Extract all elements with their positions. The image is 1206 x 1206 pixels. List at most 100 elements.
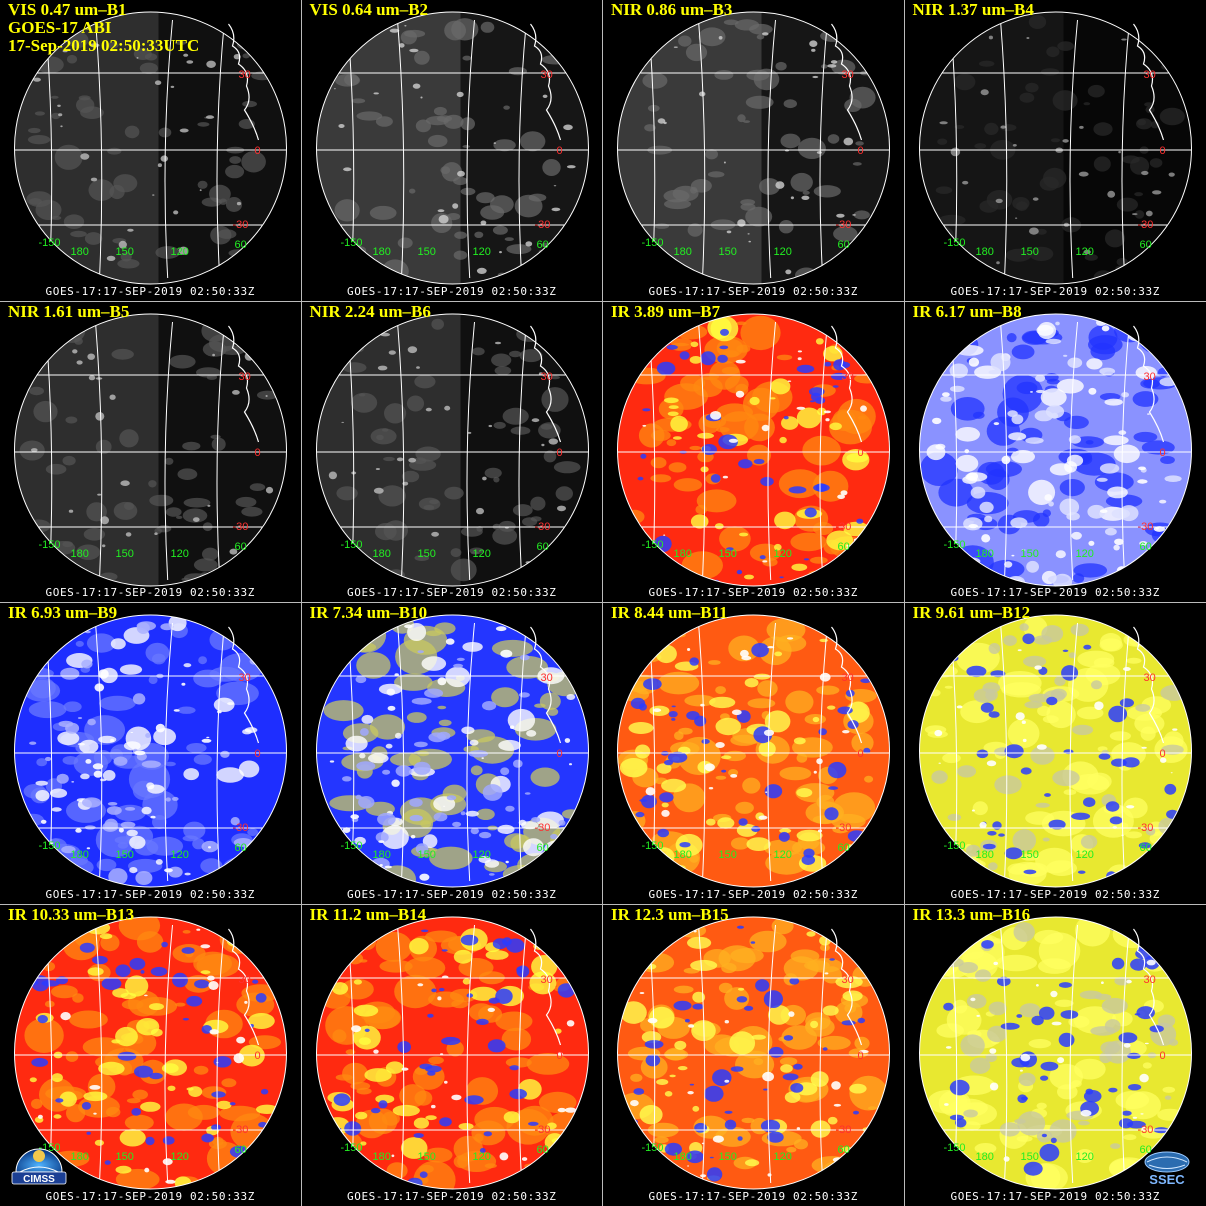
globe-image: 30 0 -30 -150 180 150 120 60	[315, 614, 589, 888]
lon-label: 150	[719, 548, 737, 560]
lon-label: 120	[472, 1151, 490, 1163]
lat-label: 0	[1159, 748, 1165, 760]
globe-image: 30 0 -30 -150 180 150 120 60	[14, 916, 287, 1189]
lon-label: 150	[719, 1151, 737, 1163]
lon-label: 60	[1139, 842, 1151, 854]
tile-footer-timestamp: GOES-17:17-SEP-2019 02:50:33Z	[950, 1190, 1160, 1203]
band-label: IR 12.3 um–B15	[611, 904, 729, 924]
lat-label: 0	[858, 1050, 864, 1062]
globe-image: 30 0 -30 -150 180 150 120 60	[918, 313, 1192, 586]
lat-label: 30	[239, 672, 251, 684]
band-label: IR 3.89 um–B7	[611, 301, 721, 321]
globe-image: 30 0 -30 -150 180 150 120 60	[617, 614, 890, 888]
tile-footer-timestamp: GOES-17:17-SEP-2019 02:50:33Z	[950, 284, 1160, 298]
lat-label: 0	[255, 447, 261, 459]
band-label: IR 13.3 um–B16	[912, 904, 1031, 924]
lon-label: 180	[71, 849, 89, 861]
globe-image: 30 0 -30 -150 180 150 120 60	[918, 916, 1192, 1189]
lat-label: -30	[233, 219, 249, 231]
cimss-logo: CIMSS	[10, 1138, 68, 1186]
lon-label: 180	[71, 548, 89, 560]
lon-label: 60	[235, 541, 247, 553]
lon-label: 180	[674, 1151, 692, 1163]
tile-footer-timestamp: GOES-17:17-SEP-2019 02:50:33Z	[648, 284, 858, 298]
lat-label: 0	[556, 447, 562, 459]
ssec-logo: SSEC	[1138, 1148, 1196, 1188]
band-label: NIR 1.61 um–B5	[8, 301, 130, 321]
lon-label: -150	[642, 237, 664, 249]
lon-label: 150	[1020, 246, 1038, 258]
lon-label: 180	[975, 1151, 993, 1163]
lon-label: -150	[39, 539, 61, 551]
tile-footer-timestamp: GOES-17:17-SEP-2019 02:50:33Z	[347, 887, 557, 901]
globe-image: 30 0 -30 -150 180 150 120 60	[315, 11, 589, 285]
band-tile: 30 0 -30 -150 180 150 120 60 IR 9.61 um–…	[904, 603, 1206, 905]
tile-footer-timestamp: GOES-17:17-SEP-2019 02:50:33Z	[648, 1190, 858, 1203]
lon-label: -150	[943, 840, 965, 852]
tile-footer-timestamp: GOES-17:17-SEP-2019 02:50:33Z	[45, 586, 255, 599]
band-tile: 30 0 -30 -150 180 150 120 60 NIR 0.86 um…	[603, 0, 905, 302]
lon-label: 150	[116, 1151, 134, 1163]
band-tile: 30 0 -30 -150 180 150 120 60 IR 12.3 um–…	[603, 904, 905, 1206]
lat-label: 0	[858, 748, 864, 760]
band-tile: 30 0 -30 -150 180 150 120 60 IR 7.34 um–…	[301, 603, 603, 905]
lon-label: 120	[1075, 548, 1093, 560]
globe-image: 30 0 -30 -150 180 150 120 60	[918, 614, 1192, 888]
lon-label: 150	[719, 246, 737, 258]
globe-image: 30 0 -30 -150 180 150 120 60	[315, 916, 589, 1189]
tile-footer-timestamp: GOES-17:17-SEP-2019 02:50:33Z	[347, 284, 557, 298]
lat-label: 0	[858, 447, 864, 459]
lat-label: 30	[1143, 371, 1155, 383]
band-label: IR 7.34 um–B10	[309, 603, 428, 622]
band-label: IR 6.17 um–B8	[912, 301, 1022, 321]
lon-label: 150	[417, 1151, 435, 1163]
lat-label: 30	[842, 672, 854, 684]
lon-label: 60	[1139, 1144, 1151, 1156]
lon-label: 60	[1139, 541, 1151, 553]
lat-label: -30	[836, 822, 852, 834]
lon-label: -150	[642, 539, 664, 551]
lon-label: 150	[1020, 849, 1038, 861]
globe-image: 30 0 -30 -150 180 150 120 60	[918, 11, 1192, 285]
lon-label: -150	[39, 237, 61, 249]
band-label: IR 11.2 um–B14	[309, 904, 427, 924]
lon-label: 150	[719, 849, 737, 861]
lat-label: 30	[540, 672, 552, 684]
lon-label: 180	[372, 1151, 390, 1163]
lat-label: -30	[1137, 521, 1153, 533]
lat-label: 0	[1159, 145, 1165, 157]
band-tile: 30 0 -30 -150 180 150 120 60 NIR 2.24 um…	[301, 301, 603, 603]
lon-label: 120	[1075, 1151, 1093, 1163]
lon-label: -150	[340, 1142, 362, 1154]
lat-label: 0	[1159, 1050, 1165, 1062]
lon-label: 60	[536, 541, 548, 553]
lon-label: -150	[340, 539, 362, 551]
band-tile: 30 0 -30 -150 180 150 120 60 VIS 0.47 um…	[0, 0, 302, 302]
band-tile: 30 0 -30 -150 180 150 120 60 NIR 1.37 um…	[904, 0, 1206, 302]
lon-label: 150	[1020, 548, 1038, 560]
lon-label: 150	[417, 548, 435, 560]
lat-label: -30	[1137, 219, 1153, 231]
globe-image: 30 0 -30 -150 180 150 120 60	[315, 313, 589, 586]
lat-label: 30	[842, 974, 854, 986]
lon-label: 180	[372, 548, 390, 560]
datetime-label: 17-Sep-2019 02:50:33UTC	[8, 36, 200, 55]
lon-label: 60	[838, 842, 850, 854]
lon-label: 120	[171, 849, 189, 861]
lon-label: 120	[1075, 849, 1093, 861]
lon-label: 60	[536, 842, 548, 854]
lat-label: 0	[255, 1050, 261, 1062]
globe-image: 30 0 -30 -150 180 150 120 60	[617, 11, 890, 285]
globe-image: 30 0 -30 -150 180 150 120 60	[617, 313, 890, 586]
lon-label: 180	[975, 246, 993, 258]
globe-image: 30 0 -30 -150 180 150 120 60	[14, 11, 287, 285]
lat-label: -30	[1137, 1124, 1153, 1136]
band-label: NIR 2.24 um–B6	[309, 301, 431, 321]
lon-label: -150	[943, 237, 965, 249]
lon-label: -150	[642, 1142, 664, 1154]
lon-label: 180	[975, 548, 993, 560]
lat-label: -30	[233, 1124, 249, 1136]
tile-footer-timestamp: GOES-17:17-SEP-2019 02:50:33Z	[347, 1190, 557, 1203]
lat-label: 30	[842, 371, 854, 383]
lat-label: 30	[1143, 672, 1155, 684]
